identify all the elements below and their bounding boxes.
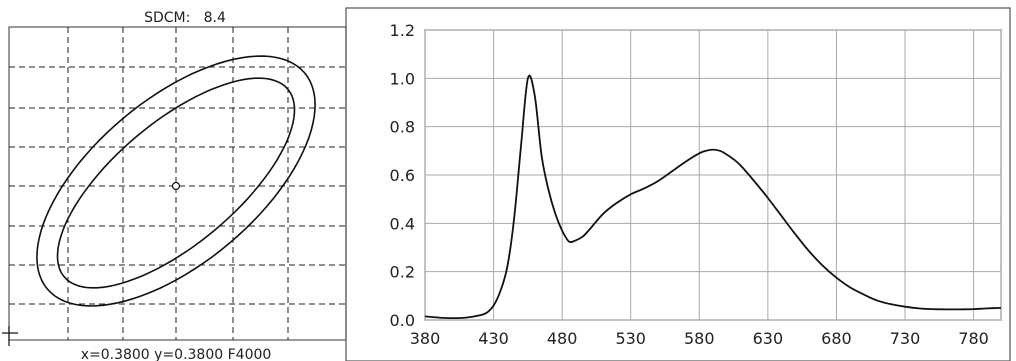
spectrum-data-point xyxy=(781,215,783,217)
spectrum-data-point xyxy=(479,314,481,316)
x-tick-label: 730 xyxy=(890,329,921,348)
spectrum-data-point xyxy=(534,94,536,96)
spectrum-data-point xyxy=(753,180,755,182)
spectrum-data-point xyxy=(767,197,769,199)
sdcm-outer-ellipse xyxy=(36,55,316,307)
spectrum-data-point xyxy=(630,193,632,195)
spectrum-data-point xyxy=(794,233,796,235)
spectrum-data-point xyxy=(808,250,810,252)
spectrum-data-point xyxy=(547,189,549,191)
y-tick-label: 0.4 xyxy=(390,214,415,233)
x-tick-label: 480 xyxy=(547,329,578,348)
spectrum-data-point xyxy=(671,170,673,172)
spectrum-data-point xyxy=(602,213,604,215)
spectrum-data-point xyxy=(877,300,879,302)
spectrum-data-point xyxy=(835,277,837,279)
spectrum-data-point xyxy=(890,303,892,305)
spectrum-data-points xyxy=(424,77,1002,319)
spectrum-data-point xyxy=(959,308,961,310)
spectrum-x-tick-labels: 380 430 480 530 580 630 680 730 780 xyxy=(410,329,989,348)
sdcm-inner-ellipse xyxy=(56,77,296,289)
spectrum-data-point xyxy=(986,307,988,309)
spectrum-data-point xyxy=(733,158,735,160)
spectrum-data-point xyxy=(705,150,707,152)
y-tick-label: 1.0 xyxy=(390,69,415,88)
chromaticity-footer: x=0.3800 y=0.3800 F4000 xyxy=(81,347,272,361)
spectrum-data-point xyxy=(931,308,933,310)
spectrum-panel: 0.0 0.2 0.4 0.6 0.8 1.0 1.2 380 430 480 530 580 630… xyxy=(390,21,1002,348)
x-tick-label: 430 xyxy=(478,329,509,348)
spectrum-data-point xyxy=(973,308,975,310)
spectrum-data-point xyxy=(561,230,563,232)
spectrum-data-point xyxy=(568,241,570,243)
y-tick-label: 0.2 xyxy=(390,263,415,282)
spectrum-data-point xyxy=(726,154,728,156)
spectrum-data-point xyxy=(582,236,584,238)
x-tick-label: 630 xyxy=(753,329,784,348)
spectrum-data-point xyxy=(451,317,453,319)
spectrum-data-point xyxy=(541,155,543,157)
spectrum-data-point xyxy=(527,77,529,79)
spectrum-data-point xyxy=(1000,307,1002,309)
sdcm-grid xyxy=(9,27,346,340)
spectrum-series-line xyxy=(424,74,1002,319)
spectrum-data-point xyxy=(739,164,741,166)
sdcm-title: SDCM: 8.4 xyxy=(144,10,226,26)
chromaticity-center-marker xyxy=(171,181,181,191)
sdcm-panel: SDCM: 8.4 x=0.3800 y=0.3800 F4000 xyxy=(2,7,1011,361)
spectrum-data-point xyxy=(506,266,508,268)
spectrum-y-tick-labels: 0.0 0.2 0.4 0.6 0.8 1.0 1.2 xyxy=(390,21,415,330)
y-tick-label: 1.2 xyxy=(390,21,415,40)
spectrum-data-point xyxy=(493,305,495,307)
spectrum-data-point xyxy=(499,290,501,292)
y-tick-label: 0.8 xyxy=(390,118,415,137)
spectrum-data-point xyxy=(945,308,947,310)
x-tick-label: 680 xyxy=(821,329,852,348)
spectrum-data-point xyxy=(904,306,906,308)
spectrum-data-point xyxy=(589,228,591,230)
spectrum-data-point xyxy=(698,152,700,154)
spectrum-grid xyxy=(424,29,1002,321)
spectrum-data-point xyxy=(438,317,440,319)
spectrum-data-point xyxy=(719,150,721,152)
x-tick-label: 580 xyxy=(684,329,715,348)
y-tick-label: 0.6 xyxy=(390,166,415,185)
spectrum-panel-frame xyxy=(345,7,1011,361)
spectrum-data-point xyxy=(918,307,920,309)
spectrum-data-point xyxy=(712,149,714,151)
spectrum-data-point xyxy=(849,286,851,288)
spectrum-data-point xyxy=(465,317,467,319)
y-tick-label: 0.0 xyxy=(390,311,415,330)
spectrum-data-point xyxy=(424,315,426,317)
x-tick-label: 780 xyxy=(958,329,989,348)
spectrum-data-point xyxy=(554,213,556,215)
spectrum-data-point xyxy=(575,239,577,241)
spectrum-data-point xyxy=(643,187,645,189)
x-tick-label: 530 xyxy=(615,329,646,348)
spectrum-data-point xyxy=(863,294,865,296)
spectrum-data-point xyxy=(685,161,687,163)
corner-plus-marker xyxy=(2,326,18,346)
spectrum-data-point xyxy=(657,180,659,182)
spectrum-data-point xyxy=(616,202,618,204)
spectrum-data-point xyxy=(513,218,515,220)
spectrum-data-point xyxy=(486,312,488,314)
spectrum-data-point xyxy=(822,265,824,267)
spectrum-data-point xyxy=(520,145,522,147)
x-tick-label: 380 xyxy=(410,329,441,348)
